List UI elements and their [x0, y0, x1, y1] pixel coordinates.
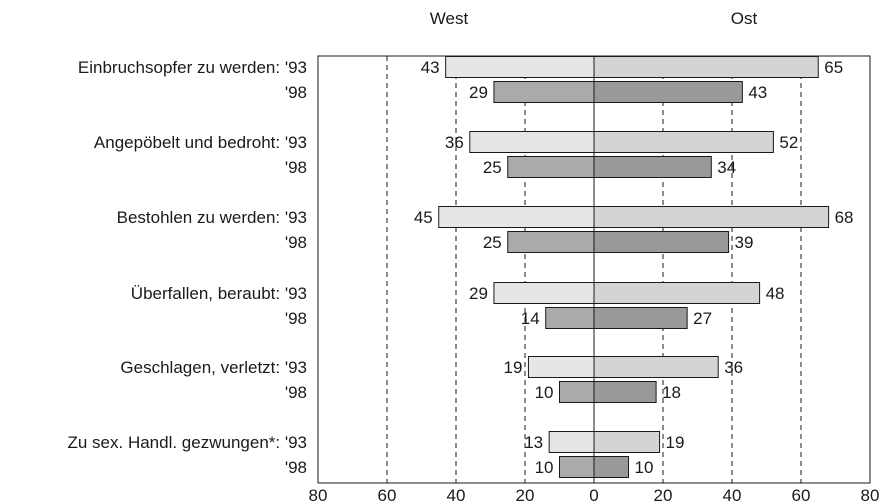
data-label-west: 25 — [483, 233, 502, 252]
x-tick-label: 0 — [589, 486, 598, 504]
x-tick-label: 40 — [723, 486, 742, 504]
category-label: '98 — [285, 158, 307, 177]
bar-west — [559, 456, 595, 478]
data-label-ost: 10 — [635, 458, 654, 477]
bar-west — [507, 231, 595, 253]
bar-ost — [593, 381, 657, 403]
data-label-west: 29 — [469, 284, 488, 303]
data-label-ost: 68 — [835, 208, 854, 227]
data-label-ost: 27 — [693, 309, 712, 328]
category-label: Bestohlen zu werden: '93 — [117, 208, 307, 227]
bar-ost — [593, 81, 743, 103]
category-label: Geschlagen, verletzt: '93 — [120, 358, 307, 377]
data-label-west: 29 — [469, 83, 488, 102]
data-label-west: 25 — [483, 158, 502, 177]
data-label-ost: 65 — [824, 58, 843, 77]
category-label: Einbruchsopfer zu werden: '93 — [78, 58, 307, 77]
bar-west — [559, 381, 595, 403]
data-label-ost: 43 — [748, 83, 767, 102]
bar-west — [493, 282, 595, 304]
data-label-west: 10 — [535, 458, 554, 477]
bar-west — [507, 156, 595, 178]
category-label: Überfallen, beraubt: '93 — [131, 284, 307, 303]
bar-west — [548, 431, 595, 453]
bar-ost — [593, 456, 629, 478]
bar-ost — [593, 131, 774, 153]
bar-west — [438, 206, 595, 228]
bar-ost — [593, 356, 719, 378]
category-label: Zu sex. Handl. gezwungen*: '93 — [67, 433, 307, 452]
data-label-ost: 18 — [662, 383, 681, 402]
x-tick-label: 40 — [447, 486, 466, 504]
data-label-west: 36 — [445, 133, 464, 152]
bar-ost — [593, 231, 730, 253]
grid-lines — [386, 56, 802, 483]
x-axis-ticks: 80 60 40 20 0 20 40 60 80 — [309, 486, 880, 504]
data-label-west: 45 — [414, 208, 433, 227]
data-label-ost: 34 — [717, 158, 736, 177]
category-label: '98 — [285, 383, 307, 402]
bar-ost — [593, 206, 830, 228]
category-label: '98 — [285, 233, 307, 252]
x-tick-label: 80 — [861, 486, 880, 504]
data-label-west: 19 — [504, 358, 523, 377]
data-label-west: 14 — [521, 309, 540, 328]
x-tick-label: 80 — [309, 486, 328, 504]
x-tick-label: 60 — [792, 486, 811, 504]
x-tick-label: 20 — [654, 486, 673, 504]
x-tick-label: 20 — [516, 486, 535, 504]
bar-ost — [593, 56, 819, 78]
bars — [438, 56, 830, 478]
bar-ost — [593, 307, 688, 329]
bar-ost — [593, 282, 761, 304]
x-tick-label: 60 — [378, 486, 397, 504]
bar-west — [545, 307, 595, 329]
data-label-ost: 52 — [779, 133, 798, 152]
header-ost: Ost — [731, 9, 758, 28]
data-label-ost: 19 — [666, 433, 685, 452]
data-label-ost: 36 — [724, 358, 743, 377]
bar-west — [527, 356, 595, 378]
data-label-west: 13 — [524, 433, 543, 452]
data-label-west: 43 — [421, 58, 440, 77]
bar-west — [493, 81, 595, 103]
data-label-ost: 39 — [735, 233, 754, 252]
bar-west — [445, 56, 595, 78]
data-label-west: 10 — [535, 383, 554, 402]
data-label-ost: 48 — [766, 284, 785, 303]
category-label: '98 — [285, 309, 307, 328]
category-label: '98 — [285, 83, 307, 102]
bar-ost — [593, 431, 661, 453]
category-label: '98 — [285, 458, 307, 477]
bar-ost — [593, 156, 712, 178]
category-label: Angepöbelt und bedroht: '93 — [94, 133, 307, 152]
bar-west — [469, 131, 595, 153]
header-west: West — [430, 9, 469, 28]
